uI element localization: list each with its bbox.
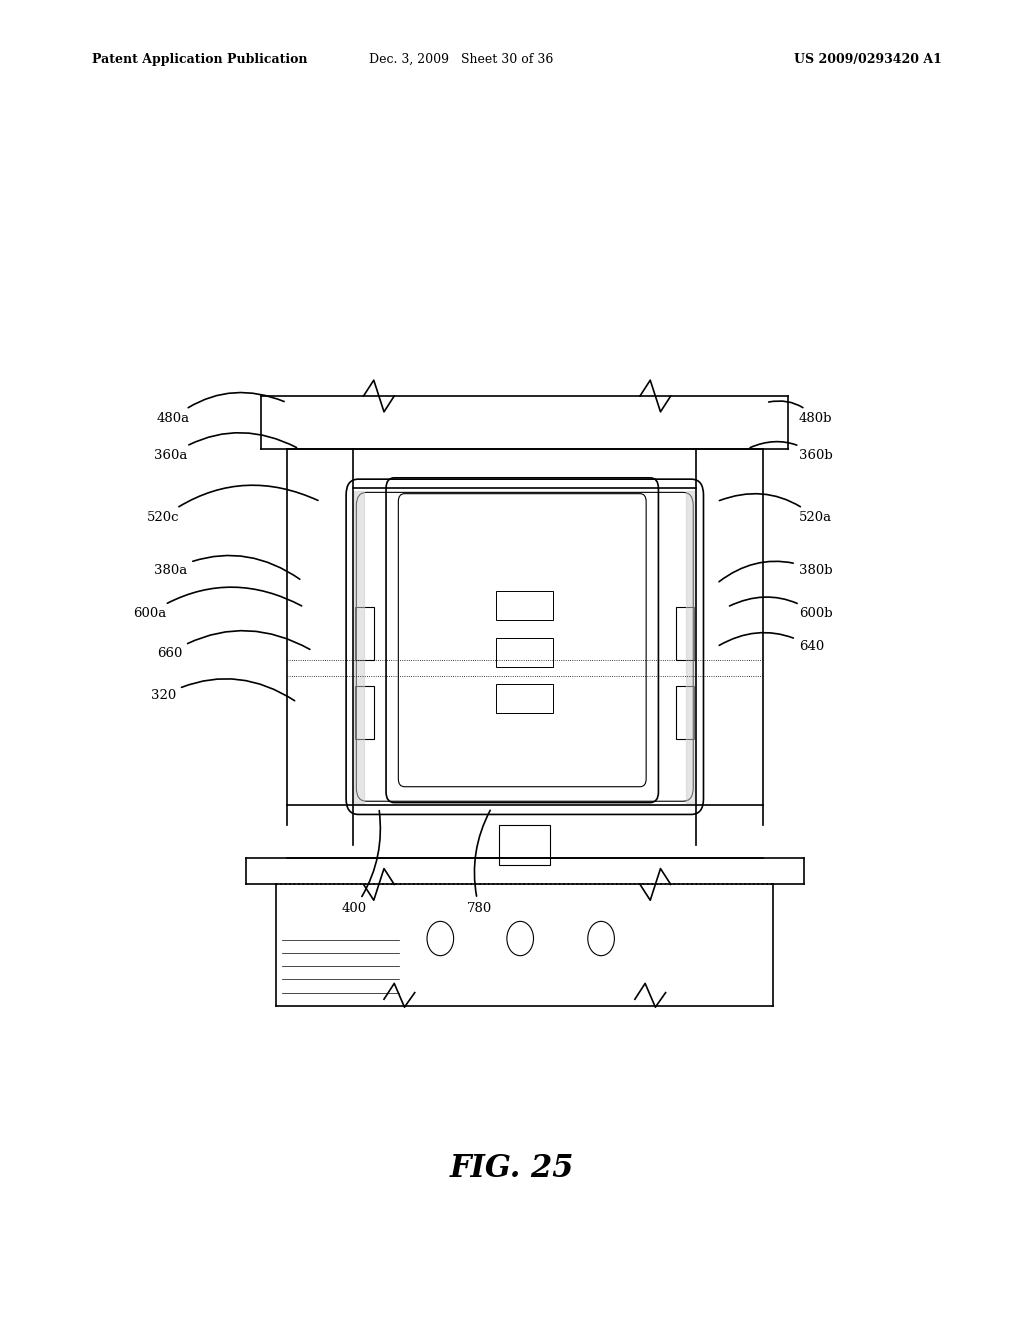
- Text: 380a: 380a: [155, 556, 300, 579]
- Text: 480b: 480b: [769, 401, 833, 425]
- Text: 600b: 600b: [729, 597, 833, 620]
- Text: 400: 400: [342, 810, 380, 915]
- Bar: [355, 607, 374, 660]
- Text: 380b: 380b: [719, 561, 833, 582]
- Text: US 2009/0293420 A1: US 2009/0293420 A1: [795, 53, 942, 66]
- Text: 320: 320: [151, 678, 295, 702]
- Text: 660: 660: [157, 631, 310, 660]
- Text: 640: 640: [719, 632, 824, 653]
- Text: 520a: 520a: [720, 494, 831, 524]
- Text: 360b: 360b: [750, 442, 833, 462]
- Text: 480a: 480a: [157, 392, 284, 425]
- Text: 600a: 600a: [133, 587, 302, 620]
- Bar: [496, 638, 553, 667]
- Bar: [676, 686, 694, 739]
- Text: Dec. 3, 2009   Sheet 30 of 36: Dec. 3, 2009 Sheet 30 of 36: [369, 53, 553, 66]
- Text: FIG. 25: FIG. 25: [450, 1152, 574, 1184]
- Text: Patent Application Publication: Patent Application Publication: [92, 53, 307, 66]
- Text: 520c: 520c: [146, 486, 318, 524]
- Bar: [496, 684, 553, 713]
- Bar: [676, 607, 694, 660]
- Bar: [355, 686, 374, 739]
- Bar: [499, 825, 550, 865]
- Bar: [496, 591, 553, 620]
- Text: 780: 780: [467, 810, 492, 915]
- Text: 360a: 360a: [154, 433, 297, 462]
